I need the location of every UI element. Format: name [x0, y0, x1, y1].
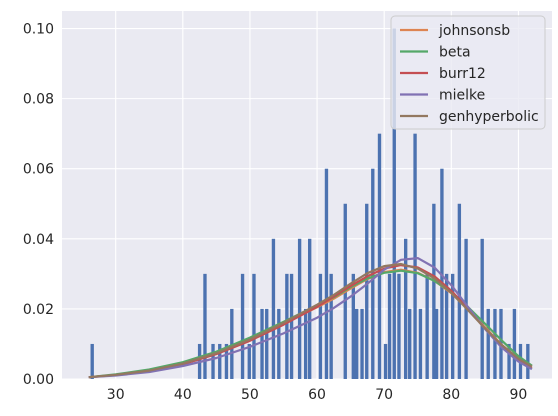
histogram-bar — [252, 273, 256, 379]
histogram-bar — [432, 203, 436, 379]
histogram-bar — [480, 238, 484, 379]
y-tick-label: 0.06 — [23, 162, 54, 178]
histogram-bar — [413, 133, 417, 379]
legend-box — [390, 15, 546, 130]
histogram-bar — [203, 273, 207, 379]
curve-beta — [88, 269, 533, 379]
histogram-bar — [387, 273, 392, 379]
histogram-bar — [271, 238, 276, 379]
x-tick-label: 80 — [442, 387, 460, 403]
histogram-bar — [383, 343, 388, 379]
histogram-bar — [397, 273, 401, 379]
x-tick-label: 30 — [107, 387, 125, 403]
histogram-bar — [224, 343, 229, 379]
y-tick-label: 0.10 — [23, 22, 54, 38]
y-tick-label: 0.04 — [23, 232, 54, 248]
histogram-bar — [526, 343, 530, 379]
x-tick-label: 40 — [174, 387, 192, 403]
histogram-bar — [360, 308, 364, 379]
histogram-bar — [351, 273, 355, 379]
histogram-bar — [425, 273, 429, 379]
histogram-bar — [444, 273, 449, 379]
histogram-bar — [493, 308, 497, 379]
histogram-bar — [260, 308, 264, 379]
histogram-bar — [354, 308, 359, 379]
histogram-bar — [434, 308, 439, 379]
histogram-bar — [450, 273, 455, 379]
y-tick-label: 0.00 — [23, 372, 54, 388]
curve-genhyperbolic — [88, 262, 533, 379]
histogram-bar — [90, 343, 94, 379]
x-tick-label: 60 — [308, 387, 326, 403]
histogram-bar — [408, 308, 412, 379]
histogram-bar — [486, 308, 490, 379]
legend-label: burr12 — [439, 66, 486, 82]
histogram-bar — [329, 273, 333, 379]
histogram-bar — [418, 308, 423, 379]
y-tick-label: 0.08 — [23, 92, 54, 108]
legend: johnsonsb beta burr12 mielke genhyperbolic — [390, 15, 546, 130]
histogram-bar — [318, 273, 323, 379]
histogram-bar — [324, 168, 329, 379]
histogram-bar — [247, 343, 251, 379]
histogram-bar — [285, 273, 289, 379]
histogram-bar — [392, 28, 396, 380]
x-tick-label: 90 — [510, 387, 528, 403]
legend-label: genhyperbolic — [439, 109, 539, 125]
histogram-bar — [512, 308, 517, 379]
y-axis: 0.00 0.02 0.04 0.06 0.08 0.10 — [23, 22, 54, 388]
histogram-bar — [457, 203, 462, 379]
histogram-bar — [277, 308, 281, 379]
histogram-bar — [507, 343, 511, 379]
x-axis: 30 40 50 60 70 80 90 — [107, 387, 528, 403]
histogram-bar — [289, 273, 294, 379]
fit-curves — [88, 257, 533, 379]
histogram-bar — [218, 343, 222, 379]
histogram-bar — [303, 308, 308, 379]
histogram-bar — [297, 238, 302, 379]
legend-label: mielke — [439, 88, 485, 104]
histogram-bar — [211, 343, 215, 379]
grid — [62, 11, 552, 380]
histogram-bar — [265, 308, 269, 379]
histogram-bar — [240, 273, 245, 379]
x-tick-label: 50 — [241, 387, 259, 403]
x-tick-label: 70 — [375, 387, 393, 403]
y-tick-label: 0.02 — [23, 302, 54, 318]
histogram-bar — [230, 308, 234, 379]
histogram-bar — [403, 238, 408, 379]
legend-label: beta — [439, 45, 471, 61]
histogram-bar — [377, 133, 382, 379]
legend-label: johnsonsb — [438, 23, 510, 39]
histogram-bar — [365, 203, 369, 379]
